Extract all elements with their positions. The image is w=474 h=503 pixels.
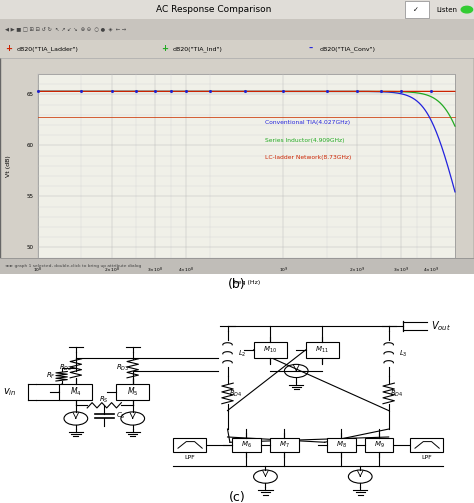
Text: +: + bbox=[5, 44, 12, 53]
Text: ✓: ✓ bbox=[413, 7, 419, 13]
Bar bbox=[254, 342, 287, 358]
Text: $V_{out}$: $V_{out}$ bbox=[431, 319, 451, 333]
Text: 55: 55 bbox=[26, 194, 33, 199]
Text: $M_4$: $M_4$ bbox=[70, 386, 82, 398]
Text: –: – bbox=[308, 44, 312, 53]
Text: $2{\times}10^9$: $2{\times}10^9$ bbox=[349, 266, 365, 275]
Text: $M_{11}$: $M_{11}$ bbox=[315, 345, 329, 355]
Text: LC-ladder Network(8.73GHz): LC-ladder Network(8.73GHz) bbox=[265, 155, 352, 160]
Text: $3{\times}10^9$: $3{\times}10^9$ bbox=[392, 266, 409, 275]
Text: Conventional TIA(4.027GHz): Conventional TIA(4.027GHz) bbox=[265, 121, 351, 125]
Text: Listen: Listen bbox=[436, 7, 457, 13]
Text: Series Inductor(4.909GHz): Series Inductor(4.909GHz) bbox=[265, 138, 345, 143]
Bar bbox=[59, 384, 92, 400]
Text: $3{\times}10^8$: $3{\times}10^8$ bbox=[147, 266, 163, 275]
Text: (c): (c) bbox=[228, 491, 246, 503]
Text: AC Response Comparison: AC Response Comparison bbox=[155, 5, 271, 14]
Bar bbox=[0, 0, 474, 19]
Bar bbox=[38, 74, 455, 258]
Circle shape bbox=[461, 7, 473, 13]
Bar bbox=[270, 438, 299, 452]
Text: $R_F$: $R_F$ bbox=[46, 371, 56, 381]
Text: dB20("TIA_Conv"): dB20("TIA_Conv") bbox=[320, 46, 376, 52]
Text: 60: 60 bbox=[26, 143, 33, 148]
Text: $M_6$: $M_6$ bbox=[241, 440, 252, 450]
Text: $L_3$: $L_3$ bbox=[399, 349, 408, 359]
Text: $2{\times}10^8$: $2{\times}10^8$ bbox=[104, 266, 120, 275]
Text: $M_5$: $M_5$ bbox=[127, 386, 138, 398]
Text: $R_{D2}$: $R_{D2}$ bbox=[59, 363, 72, 373]
Text: $M_8$: $M_8$ bbox=[336, 440, 346, 450]
Text: 50: 50 bbox=[26, 245, 33, 250]
Text: freq (Hz): freq (Hz) bbox=[233, 280, 260, 285]
Text: LPF: LPF bbox=[421, 455, 432, 460]
Bar bbox=[0, 19, 474, 40]
Bar bbox=[410, 438, 443, 452]
Text: LPF: LPF bbox=[184, 455, 195, 460]
Text: $4{\times}10^9$: $4{\times}10^9$ bbox=[423, 266, 439, 275]
Text: (b): (b) bbox=[228, 278, 246, 291]
Text: $L_2$: $L_2$ bbox=[238, 349, 246, 359]
Text: ◄ ► graph 1 selected, double-click to bring up attribute dialog: ◄ ► graph 1 selected, double-click to br… bbox=[5, 264, 141, 268]
Text: $R_{D4}$: $R_{D4}$ bbox=[391, 388, 404, 398]
Text: $M_7$: $M_7$ bbox=[279, 440, 290, 450]
Text: $M_{10}$: $M_{10}$ bbox=[263, 345, 277, 355]
Text: $R_{D4}$: $R_{D4}$ bbox=[229, 388, 243, 398]
Bar bbox=[306, 342, 339, 358]
Text: Vt (dB): Vt (dB) bbox=[6, 155, 11, 177]
Bar bbox=[327, 438, 356, 452]
Bar bbox=[365, 438, 393, 452]
Text: 65: 65 bbox=[26, 92, 33, 97]
Bar bbox=[0, 258, 474, 274]
Text: $4{\times}10^8$: $4{\times}10^8$ bbox=[178, 266, 194, 275]
Bar bbox=[232, 438, 261, 452]
Bar bbox=[116, 384, 149, 400]
Text: $v_{in}$: $v_{in}$ bbox=[3, 386, 16, 398]
Text: $R_{D3}$: $R_{D3}$ bbox=[116, 363, 129, 373]
Text: dB20("TIA_Ind"): dB20("TIA_Ind") bbox=[173, 46, 223, 52]
Text: $M_9$: $M_9$ bbox=[374, 440, 384, 450]
Text: $R_S$: $R_S$ bbox=[100, 395, 109, 405]
Text: dB20("TIA_Ladder"): dB20("TIA_Ladder") bbox=[17, 46, 79, 52]
Text: $C_S$: $C_S$ bbox=[116, 411, 126, 421]
Text: +: + bbox=[161, 44, 168, 53]
Text: ◀ ▶ ■ □ ⊞ ⊟ ↺ ↻  ↖ ↗ ↙ ↘  ⊕ ⊖  ○ ●  ◈  ← →: ◀ ▶ ■ □ ⊞ ⊟ ↺ ↻ ↖ ↗ ↙ ↘ ⊕ ⊖ ○ ● ◈ ← → bbox=[5, 27, 126, 32]
Bar bbox=[405, 2, 429, 18]
Text: $10^9$: $10^9$ bbox=[279, 266, 288, 275]
Bar bbox=[173, 438, 206, 452]
Text: $10^8$: $10^8$ bbox=[33, 266, 43, 275]
Bar bbox=[0, 40, 474, 57]
